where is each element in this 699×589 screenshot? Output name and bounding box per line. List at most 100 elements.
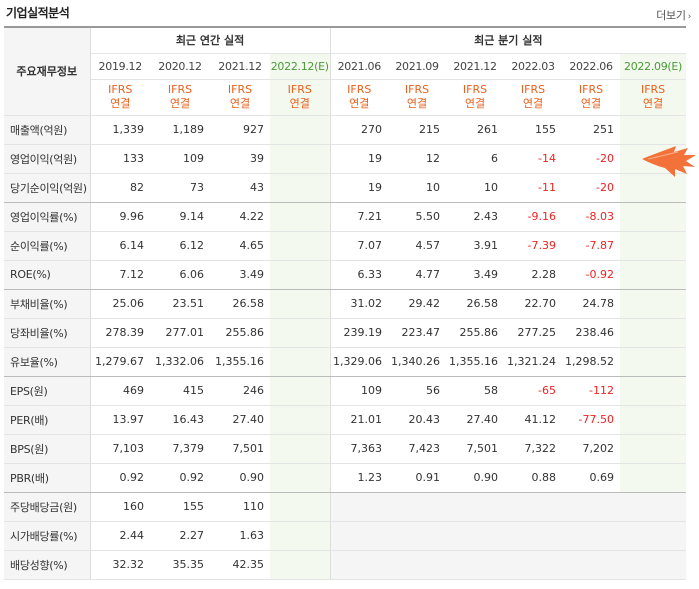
quarter-cell: 1.23 bbox=[330, 463, 389, 493]
annual-cell: 73 bbox=[150, 173, 210, 203]
annual-cell: 0.92 bbox=[150, 463, 210, 493]
row-label: BPS(원) bbox=[4, 434, 91, 464]
more-link[interactable]: 더보기 › bbox=[656, 7, 691, 23]
table-row: BPS(원) 7,103 7,379 7,501 7,363 7,423 7,501 7,32… bbox=[4, 434, 687, 464]
quarter-cell: -7.39 bbox=[504, 231, 563, 261]
annual-cell: 1,355.16 bbox=[210, 347, 270, 377]
quarter-cell bbox=[620, 260, 687, 290]
table-row: 부채비율(%) 25.06 23.51 26.58 31.02 29.42 26.58 22.… bbox=[4, 289, 687, 319]
annual-cell: 469 bbox=[90, 376, 150, 406]
quarter-cell: 1,321.24 bbox=[504, 347, 563, 377]
quarter-cell bbox=[330, 521, 389, 551]
quarter-period-header: 2021.06 bbox=[330, 53, 389, 80]
quarter-cell bbox=[446, 521, 505, 551]
annual-cell bbox=[270, 173, 331, 203]
row-label: 유보율(%) bbox=[4, 347, 91, 377]
annual-cell: 2.44 bbox=[90, 521, 150, 551]
basis-label: IFRS 연결 bbox=[150, 79, 210, 116]
annual-cell bbox=[270, 463, 331, 493]
quarter-cell: -8.03 bbox=[562, 202, 621, 232]
annual-cell: 7,379 bbox=[150, 434, 210, 464]
quarter-cell bbox=[504, 521, 563, 551]
annual-cell: 0.90 bbox=[210, 463, 270, 493]
quarter-cell: 24.78 bbox=[562, 289, 621, 319]
quarter-cell: 0.88 bbox=[504, 463, 563, 493]
table-row: EPS(원) 469 415 246 109 56 58 -65 -112 bbox=[4, 376, 687, 406]
quarter-cell bbox=[620, 347, 687, 377]
table-row: PBR(배) 0.92 0.92 0.90 1.23 0.91 0.90 0.88 0.69 bbox=[4, 463, 687, 493]
basis-label: IFRS 연결 bbox=[388, 79, 447, 116]
quarter-cell bbox=[562, 492, 621, 522]
annual-cell bbox=[270, 434, 331, 464]
annual-cell: 27.40 bbox=[210, 405, 270, 435]
quarter-cell bbox=[388, 521, 447, 551]
annual-cell bbox=[270, 318, 331, 348]
quarter-cell: 41.12 bbox=[504, 405, 563, 435]
table-row: 당좌비율(%) 278.39 277.01 255.86 239.19 223.47 255… bbox=[4, 318, 687, 348]
annual-cell: 415 bbox=[150, 376, 210, 406]
table-row: 영업이익(억원) 133 109 39 19 12 6 -14 -20 bbox=[4, 144, 687, 174]
annual-cell: 3.49 bbox=[210, 260, 270, 290]
quarter-cell: 22.70 bbox=[504, 289, 563, 319]
quarter-cell: 223.47 bbox=[388, 318, 447, 348]
annual-cell bbox=[270, 492, 331, 522]
quarter-cell: 19 bbox=[330, 144, 389, 174]
annual-cell: 25.06 bbox=[90, 289, 150, 319]
row-label: 주당배당금(원) bbox=[4, 492, 91, 522]
annual-cell: 6.14 bbox=[90, 231, 150, 261]
quarter-cell: 5.50 bbox=[388, 202, 447, 232]
quarter-cell: -14 bbox=[504, 144, 563, 174]
annual-cell: 16.43 bbox=[150, 405, 210, 435]
annual-cell bbox=[270, 144, 331, 174]
quarter-cell: 12 bbox=[388, 144, 447, 174]
row-label: 매출액(억원) bbox=[4, 115, 91, 145]
annual-cell: 246 bbox=[210, 376, 270, 406]
annual-cell: 1,189 bbox=[150, 115, 210, 145]
quarter-cell bbox=[620, 202, 687, 232]
quarter-cell: 215 bbox=[388, 115, 447, 145]
quarter-period-header: 2022.03 bbox=[504, 53, 563, 80]
table-row: 매출액(억원) 1,339 1,189 927 270 215 261 155 251 bbox=[4, 115, 687, 145]
quarter-cell: 29.42 bbox=[388, 289, 447, 319]
quarter-cell: 1,355.16 bbox=[446, 347, 505, 377]
quarter-cell: 7.07 bbox=[330, 231, 389, 261]
quarter-cell: 21.01 bbox=[330, 405, 389, 435]
quarter-cell: -0.92 bbox=[562, 260, 621, 290]
table-row: 주당배당금(원) 160 155 110 bbox=[4, 492, 687, 522]
quarter-cell: -65 bbox=[504, 376, 563, 406]
annual-cell: 82 bbox=[90, 173, 150, 203]
quarter-cell: 255.86 bbox=[446, 318, 505, 348]
annual-cell: 13.97 bbox=[90, 405, 150, 435]
table-row: 유보율(%) 1,279.67 1,332.06 1,355.16 1,329.06 1,… bbox=[4, 347, 687, 377]
quarter-cell: 6.33 bbox=[330, 260, 389, 290]
annual-cell: 23.51 bbox=[150, 289, 210, 319]
quarter-cell bbox=[620, 405, 687, 435]
annual-cell: 109 bbox=[150, 144, 210, 174]
row-label: EPS(원) bbox=[4, 376, 91, 406]
pointer-arrow-icon bbox=[642, 146, 696, 177]
table-row: ROE(%) 7.12 6.06 3.49 6.33 4.77 3.49 2.28 -0.92 bbox=[4, 260, 687, 290]
quarter-period-header: 2021.12 bbox=[446, 53, 505, 80]
quarter-cell bbox=[620, 173, 687, 203]
table-row: 영업이익률(%) 9.96 9.14 4.22 7.21 5.50 2.43 -9.16 -8.… bbox=[4, 202, 687, 232]
quarter-cell bbox=[330, 550, 389, 580]
more-label: 더보기 bbox=[656, 9, 686, 22]
quarter-cell: 1,329.06 bbox=[330, 347, 389, 377]
quarter-cell bbox=[620, 318, 687, 348]
quarter-cell: 109 bbox=[330, 376, 389, 406]
annual-cell bbox=[270, 347, 331, 377]
annual-period-header: 2022.12(E) bbox=[270, 53, 331, 80]
row-label: 당좌비율(%) bbox=[4, 318, 91, 348]
annual-cell bbox=[270, 289, 331, 319]
basis-label: IFRS 연결 bbox=[90, 79, 150, 116]
table-row: PER(배) 13.97 16.43 27.40 21.01 20.43 27.40 41.1… bbox=[4, 405, 687, 435]
quarter-cell: 1,340.26 bbox=[388, 347, 447, 377]
quarter-cell: 4.77 bbox=[388, 260, 447, 290]
quarter-cell bbox=[562, 521, 621, 551]
quarter-cell bbox=[330, 492, 389, 522]
quarter-cell bbox=[620, 231, 687, 261]
row-label: 영업이익(억원) bbox=[4, 144, 91, 174]
quarter-cell bbox=[388, 550, 447, 580]
annual-cell: 277.01 bbox=[150, 318, 210, 348]
annual-cell: 255.86 bbox=[210, 318, 270, 348]
